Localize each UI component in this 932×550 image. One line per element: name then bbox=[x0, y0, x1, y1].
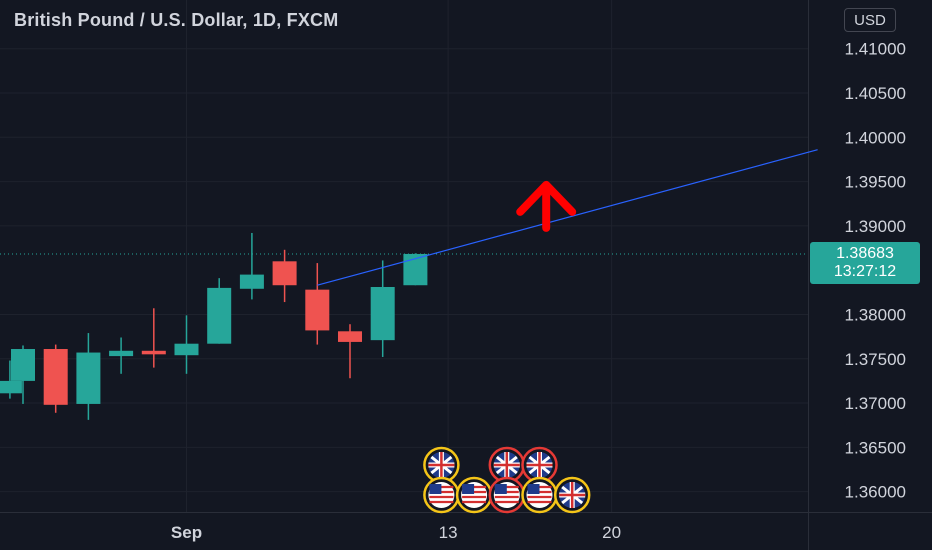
flag-canton bbox=[429, 484, 442, 494]
uk-flag-event-icon[interactable] bbox=[423, 446, 460, 484]
candle-body bbox=[338, 331, 362, 342]
last-price-value: 1.38683 bbox=[836, 245, 894, 262]
us-flag-event-icon[interactable] bbox=[423, 476, 460, 514]
x-tick-label: 13 bbox=[439, 523, 458, 542]
arrow-up-icon[interactable] bbox=[516, 180, 577, 232]
currency-selector[interactable]: USD bbox=[844, 8, 896, 32]
uk-flag-event-icon[interactable] bbox=[488, 446, 526, 484]
bar-countdown: 13:27:12 bbox=[833, 263, 897, 280]
y-tick-label: 1.37500 bbox=[845, 350, 906, 369]
candle[interactable] bbox=[272, 249, 297, 303]
candle[interactable] bbox=[43, 344, 68, 413]
candle[interactable] bbox=[370, 260, 395, 357]
candle[interactable] bbox=[207, 278, 232, 344]
candle[interactable] bbox=[0, 360, 22, 399]
y-tick-label: 1.36500 bbox=[845, 438, 906, 457]
candle-body bbox=[272, 261, 297, 286]
y-tick-label: 1.37000 bbox=[845, 394, 906, 413]
flag-canton bbox=[462, 484, 475, 494]
candle[interactable] bbox=[174, 315, 199, 374]
candle-body bbox=[109, 350, 134, 357]
candle[interactable] bbox=[141, 308, 166, 368]
candle[interactable] bbox=[305, 263, 330, 345]
y-tick-label: 1.38000 bbox=[845, 305, 906, 324]
y-tick-label: 1.39000 bbox=[845, 217, 906, 236]
y-tick-label: 1.41000 bbox=[845, 40, 906, 59]
candle[interactable] bbox=[11, 345, 35, 404]
flag-canton bbox=[527, 484, 540, 494]
y-tick-label: 1.39500 bbox=[845, 173, 906, 192]
candle-body bbox=[76, 352, 101, 404]
y-tick-label: 1.40000 bbox=[845, 128, 906, 147]
us-flag-event-icon[interactable] bbox=[488, 476, 526, 514]
candle[interactable] bbox=[76, 333, 101, 420]
y-tick-label: 1.40500 bbox=[845, 84, 906, 103]
uk-flag-event-icon[interactable] bbox=[521, 446, 558, 484]
candle-body bbox=[11, 349, 35, 381]
y-tick-label: 1.36000 bbox=[845, 483, 906, 502]
candle-body bbox=[43, 349, 68, 405]
candle[interactable] bbox=[109, 337, 134, 374]
candle[interactable] bbox=[239, 232, 264, 300]
uk-flag-event-icon[interactable] bbox=[553, 476, 591, 514]
x-tick-label: Sep bbox=[171, 523, 202, 542]
trend-line[interactable] bbox=[317, 149, 818, 286]
candle-body bbox=[239, 274, 264, 289]
us-flag-event-icon[interactable] bbox=[455, 476, 493, 514]
symbol-title[interactable]: British Pound / U.S. Dollar, 1D, FXCM bbox=[14, 10, 339, 30]
candle-body bbox=[141, 350, 166, 355]
candle-body bbox=[174, 343, 199, 356]
us-flag-event-icon[interactable] bbox=[521, 476, 558, 514]
arrow-head bbox=[516, 180, 577, 216]
flag-canton bbox=[494, 484, 507, 494]
x-tick-label: 20 bbox=[602, 523, 621, 542]
candle-body bbox=[0, 380, 22, 394]
candle-body bbox=[207, 287, 232, 344]
last-price-tag: 1.38683 13:27:12 bbox=[810, 242, 920, 284]
candle[interactable] bbox=[338, 324, 362, 379]
candle-body bbox=[305, 289, 330, 331]
candle-body bbox=[370, 287, 395, 341]
